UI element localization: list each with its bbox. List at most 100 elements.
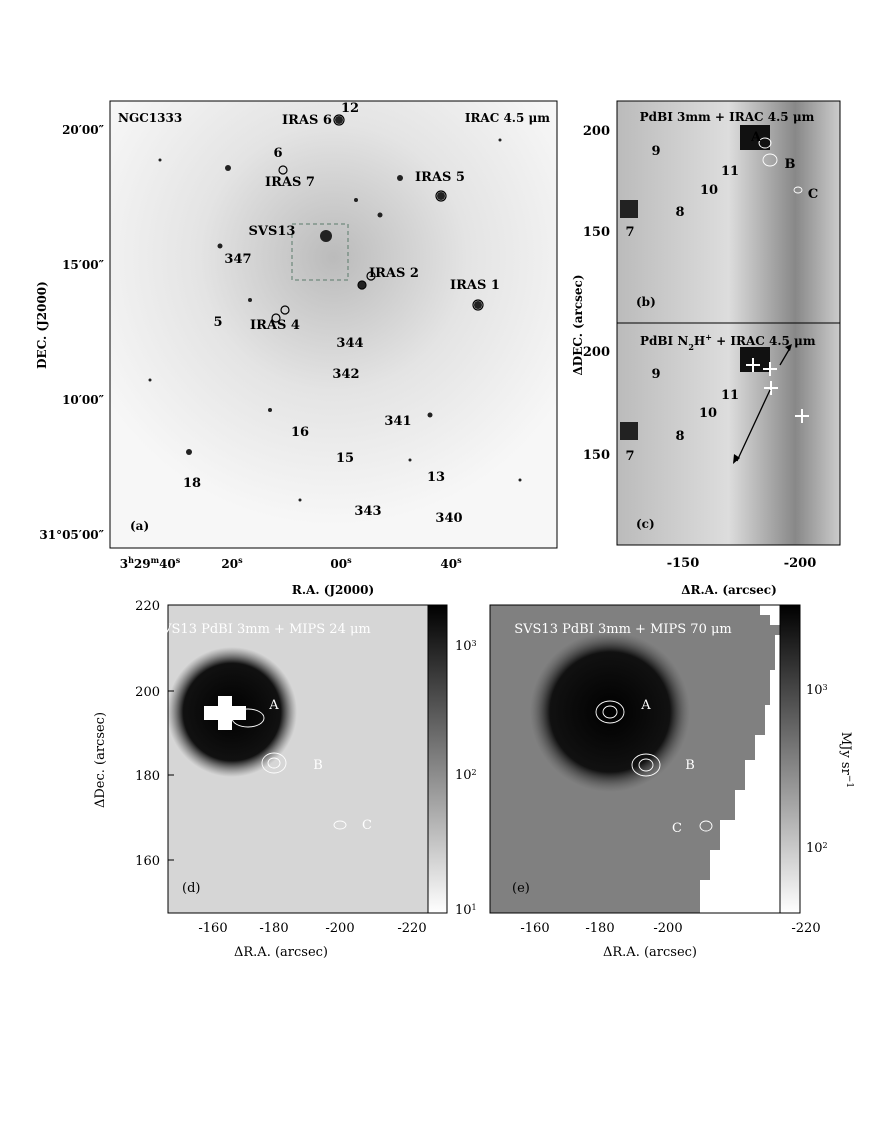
y-tick-label: 20′00″ [62, 123, 105, 137]
image-feature [740, 347, 770, 372]
source-label: 7 [625, 225, 634, 240]
x-tick-label: -200 [325, 921, 354, 936]
source-label: IRAS 1 [450, 278, 500, 293]
source-label: 9 [651, 144, 660, 159]
source-label: SVS13 [249, 224, 296, 239]
panel-title: SVS13 PdBI 3mm + MIPS 70 μm [514, 622, 732, 637]
source-label: 344 [336, 336, 363, 351]
image-feature [620, 422, 638, 440]
tick-part: 3 [120, 557, 128, 571]
panel-tag: (d) [182, 881, 200, 896]
source-label: 8 [675, 205, 684, 220]
source-labels: 9 11 10 8 7 [625, 367, 739, 464]
source-label: 18 [183, 476, 201, 491]
x-tick-label: -160 [520, 921, 549, 936]
x-tick-label: 3h29m40s [120, 555, 181, 571]
tick-part: 29 [134, 557, 151, 571]
source-label: 10 [700, 183, 718, 198]
markers [746, 358, 809, 423]
source-label: 6 [273, 146, 282, 161]
source-label: 10 [699, 406, 717, 421]
tick-part: 2 [472, 768, 477, 777]
x-axis-label: ΔR.A. (arcsec) [681, 583, 777, 597]
arrows [736, 347, 791, 462]
image-feature [530, 632, 690, 792]
x-axis-label: ΔR.A. (arcsec) [603, 945, 697, 960]
source-label: 5 [213, 315, 222, 330]
source-label: IRAS 5 [415, 170, 465, 185]
tick-part: 40 [440, 557, 457, 571]
tick-part: 10 [806, 683, 823, 698]
saturation-mask [204, 696, 246, 730]
tick-part: 00 [330, 557, 347, 571]
colorbar-label: MJy sr−1 [838, 732, 854, 788]
panel-title: PdBI N2H+ + IRAC 4.5 μm [640, 332, 816, 352]
source-label: 343 [354, 504, 381, 519]
source-label: IRAS 7 [265, 175, 315, 190]
source-label: 347 [224, 252, 251, 267]
tick-part: s [238, 555, 243, 565]
source-label: IRAS 4 [250, 318, 300, 333]
image [617, 101, 840, 323]
source-label: B [785, 157, 796, 172]
tick-part: s [176, 555, 181, 565]
y-tick-label: 150 [583, 225, 610, 240]
stars [148, 116, 522, 502]
source-label: 16 [291, 425, 309, 440]
tick-part: 2 [823, 841, 828, 850]
panel-tag: (a) [130, 519, 149, 533]
tick-part: 10 [455, 903, 472, 918]
y-axis-label: DEC. (J2000) [35, 281, 49, 369]
y-tick-label: 10′00″ [62, 393, 105, 407]
x-tick-label: -180 [585, 921, 614, 936]
tick-part: 3 [823, 683, 828, 692]
source-label: A [640, 698, 651, 713]
x-tick-label: -200 [653, 921, 682, 936]
tick-part: s [347, 555, 352, 565]
tick-part: m [151, 555, 160, 565]
panel-tag: (b) [636, 295, 656, 309]
frame [109, 100, 558, 549]
source-circles [271, 114, 484, 323]
source-label: C [808, 187, 818, 202]
y-tick-label: 200 [135, 685, 160, 700]
tick-part: 3 [472, 639, 477, 648]
image-feature [620, 200, 638, 218]
source-label: 13 [427, 470, 445, 485]
tick-part: 10 [455, 768, 472, 783]
x-tick-label: -220 [791, 921, 820, 936]
tick-part: 40 [159, 557, 176, 571]
x-tick-label: -150 [667, 556, 700, 571]
source-label: C [672, 821, 682, 836]
y-axis-label: ΔDec. (arcsec) [93, 712, 108, 808]
panel-d: SVS13 PdBI 3mm + MIPS 24 μm (d) [153, 604, 448, 914]
y-axis-label: ΔDEC. (arcsec) [571, 274, 585, 375]
source-label: A [750, 130, 762, 145]
colorbar-tick-label: 101 [455, 903, 477, 919]
de-axes: A B C A B C 220 200 180 160 -160 -160 -180 -180 -200 -2… [93, 599, 828, 960]
y-tick-label: 200 [583, 345, 610, 360]
x-tick-label: -180 [259, 921, 288, 936]
x-tick-label: 20s [221, 555, 243, 571]
source-label: B [313, 758, 323, 773]
source-label: IRAS 6 [282, 113, 332, 128]
source-label: 8 [675, 429, 684, 444]
panel-a: NGC1333 IRAC 4.5 μm (a) 12 IRAS 6 6 IRAS 7 I… [35, 100, 558, 597]
x-axis-label: R.A. (J2000) [292, 583, 374, 597]
tick-part: 10 [455, 639, 472, 654]
source-label: 15 [336, 451, 354, 466]
tick-part: 20 [221, 557, 238, 571]
panel-tag: (c) [636, 517, 655, 531]
colorbar-tick-label: 103 [455, 639, 477, 655]
x-tick-label: -200 [784, 556, 817, 571]
source-label: 11 [721, 388, 739, 403]
source-labels: 12 IRAS 6 6 IRAS 7 IRAS 5 SVS13 347 IRAS 2 IRAS … [183, 101, 500, 526]
image [110, 101, 557, 548]
colorbar-tick-label: 103 [806, 683, 828, 699]
tick-part: 1 [472, 903, 477, 912]
source-label: C [362, 818, 372, 833]
panel-tag: (e) [512, 881, 530, 896]
